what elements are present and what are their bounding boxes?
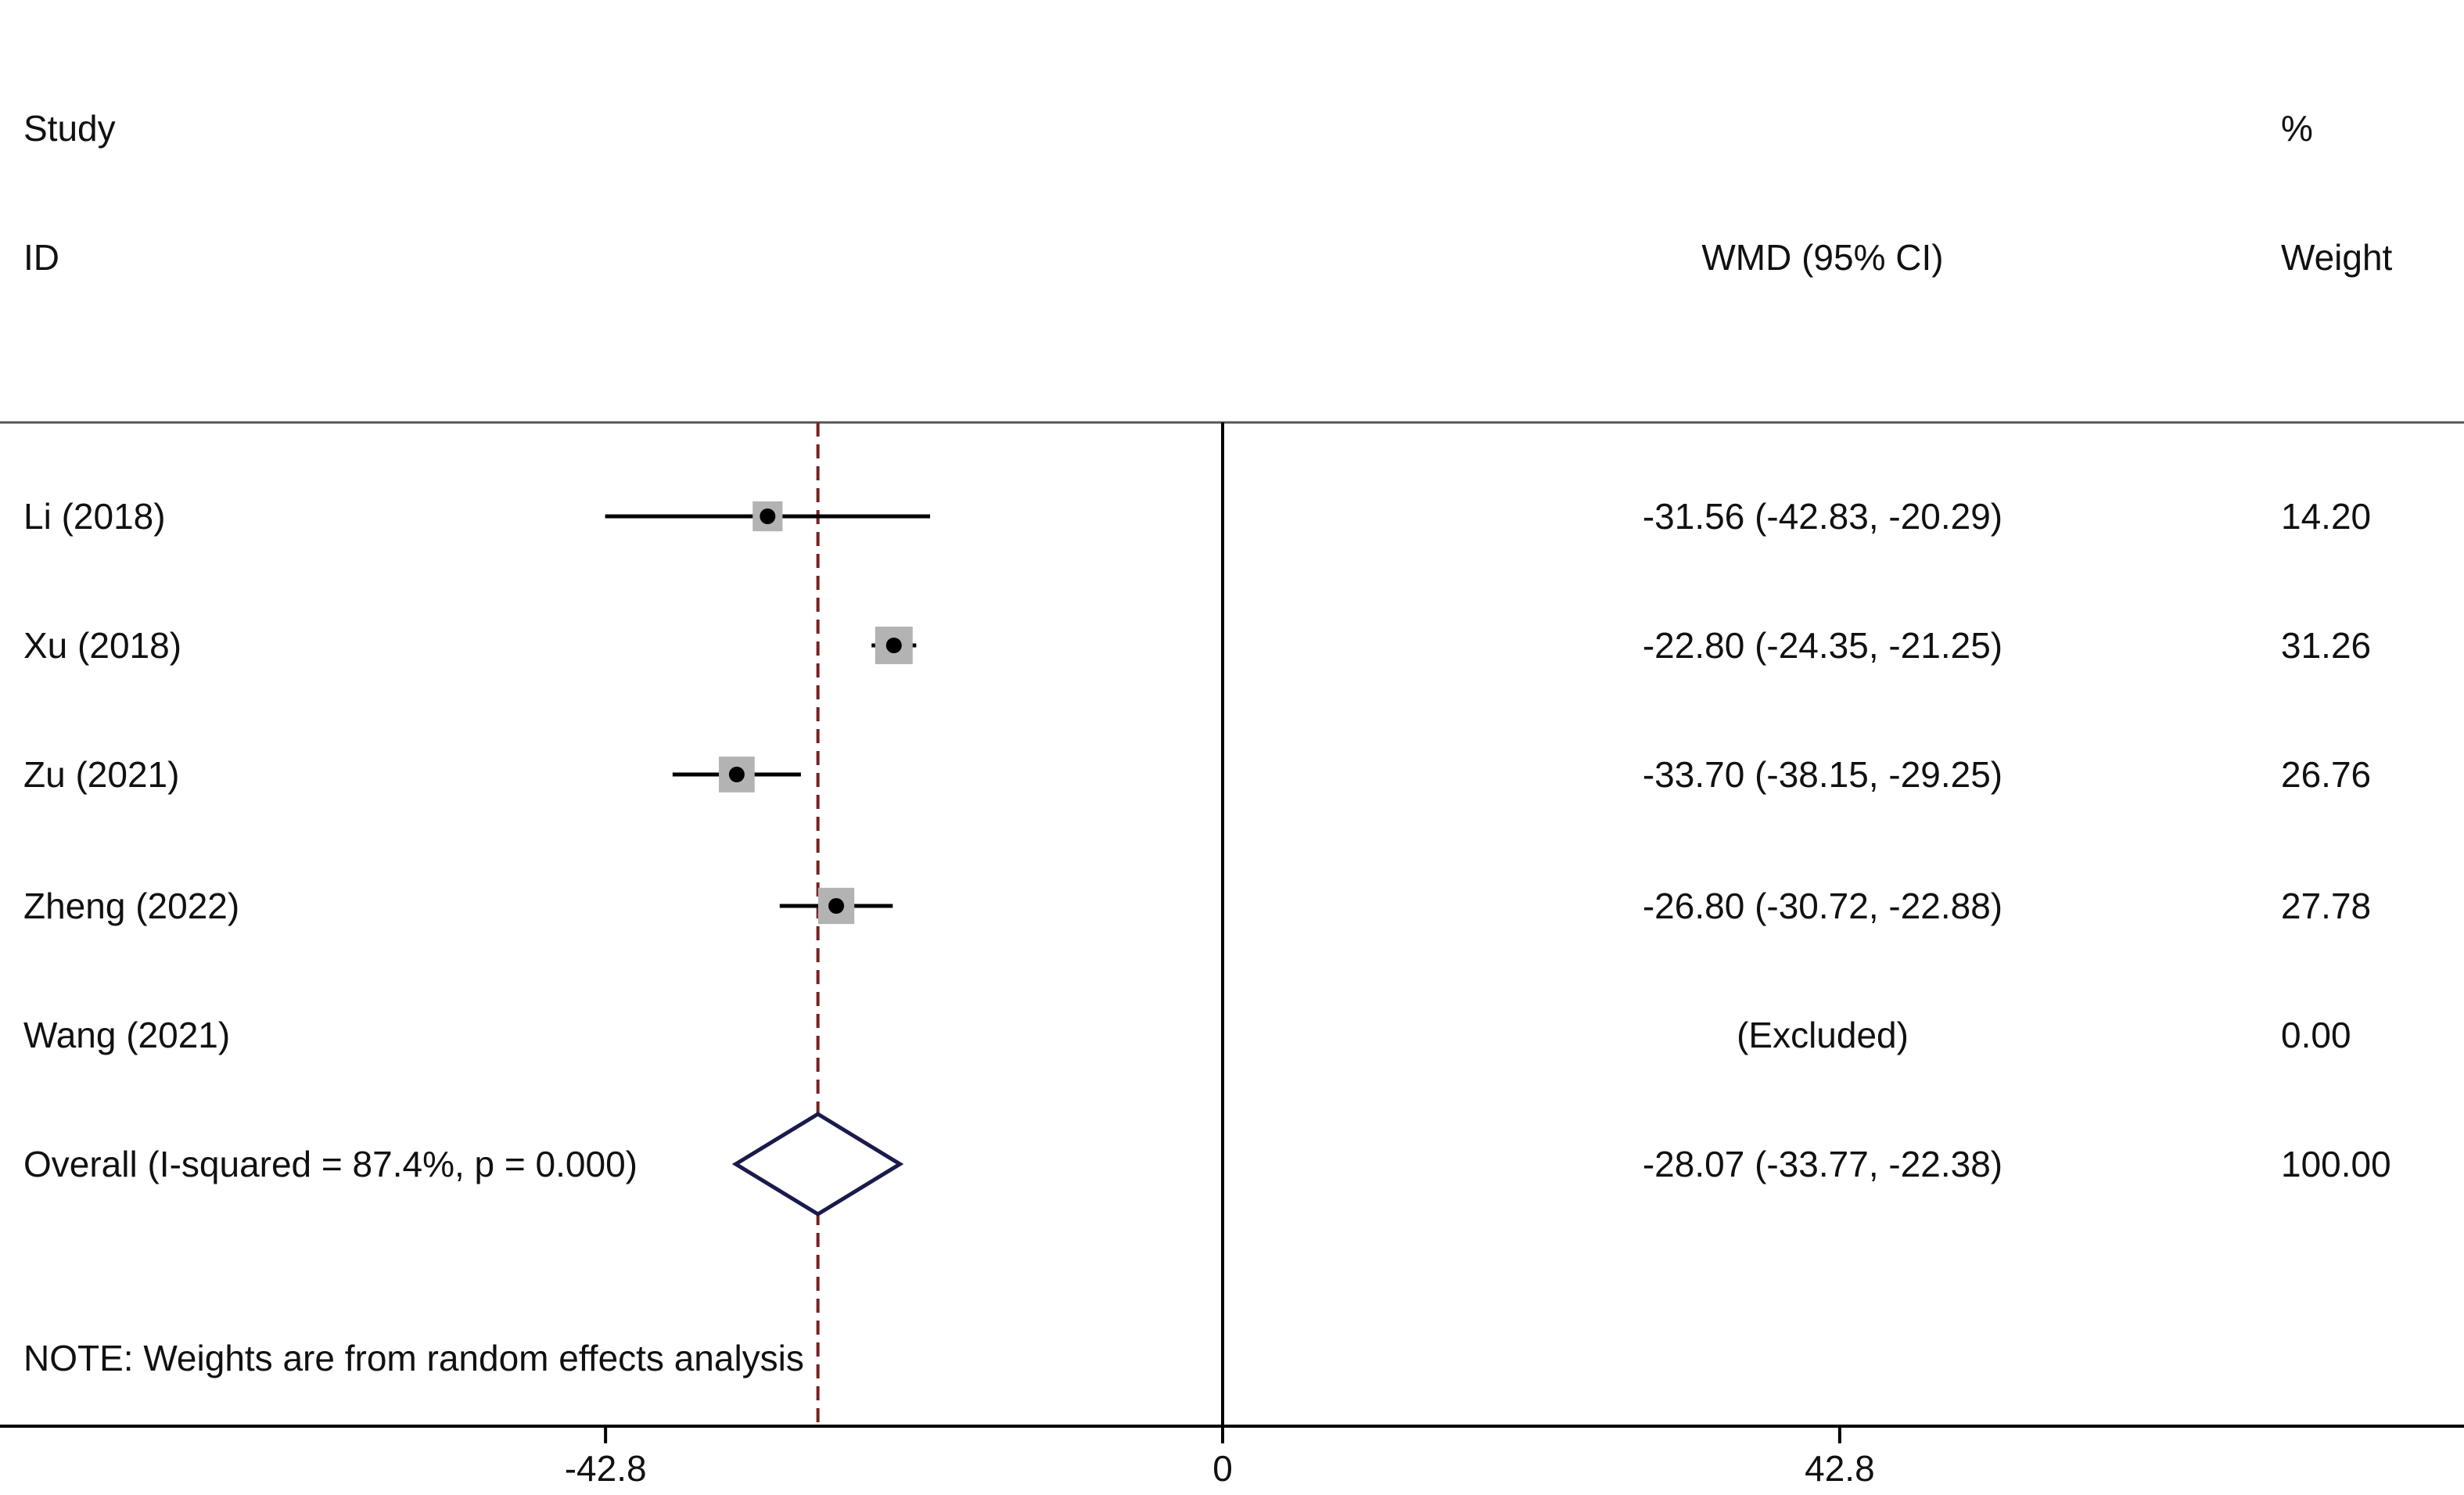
study-weight: 14.20 (2281, 496, 2371, 537)
study-label: Xu (2018) (23, 625, 181, 666)
study-weight: 31.26 (2281, 625, 2371, 666)
header-weight-percent: % (2281, 108, 2313, 149)
x-tick-label: 42.8 (1805, 1448, 1875, 1489)
study-label: Li (2018) (23, 496, 166, 537)
study-point (885, 638, 902, 653)
header-study: Study (23, 108, 116, 149)
study-point (728, 767, 745, 782)
study-label: Zheng (2022) (23, 886, 239, 926)
x-axis: -42.8 0 42.8 (565, 1426, 1875, 1489)
footnote: NOTE: Weights are from random effects an… (23, 1338, 804, 1378)
x-tick-label: -42.8 (565, 1448, 647, 1489)
study-point (828, 898, 845, 914)
study-ci-text: -33.70 (-38.15, -29.25) (1643, 754, 2002, 795)
study-ci-text: -31.56 (-42.83, -20.29) (1643, 496, 2002, 537)
overall-weight: 100.00 (2281, 1144, 2391, 1184)
study-weight: 27.78 (2281, 886, 2371, 926)
overall-ci-text: -28.07 (-33.77, -22.38) (1643, 1144, 2002, 1184)
study-point (760, 509, 776, 524)
study-ci-text: -22.80 (-24.35, -21.25) (1643, 625, 2002, 666)
overall-diamond (731, 1112, 904, 1216)
header-weight: Weight (2281, 237, 2393, 278)
x-tick-label: 0 (1212, 1448, 1233, 1489)
study-ci-text: -26.80 (-30.72, -22.88) (1643, 886, 2002, 926)
plot-layer (605, 422, 1225, 1426)
rows-layer: Li (2018) -31.56 (-42.83, -20.29) 14.20 Xu … (23, 496, 2391, 1184)
overall-label: Overall (I-squared = 87.4%, p = 0.000) (23, 1144, 638, 1184)
study-weight: 0.00 (2281, 1015, 2351, 1055)
study-label: Zu (2021) (23, 754, 179, 795)
study-ci-text: (Excluded) (1737, 1015, 1909, 1055)
header-effect-label: WMD (95% CI) (1701, 237, 1943, 278)
study-label: Wang (2021) (23, 1015, 230, 1055)
study-weight: 26.76 (2281, 754, 2371, 795)
header-id: ID (23, 237, 59, 278)
